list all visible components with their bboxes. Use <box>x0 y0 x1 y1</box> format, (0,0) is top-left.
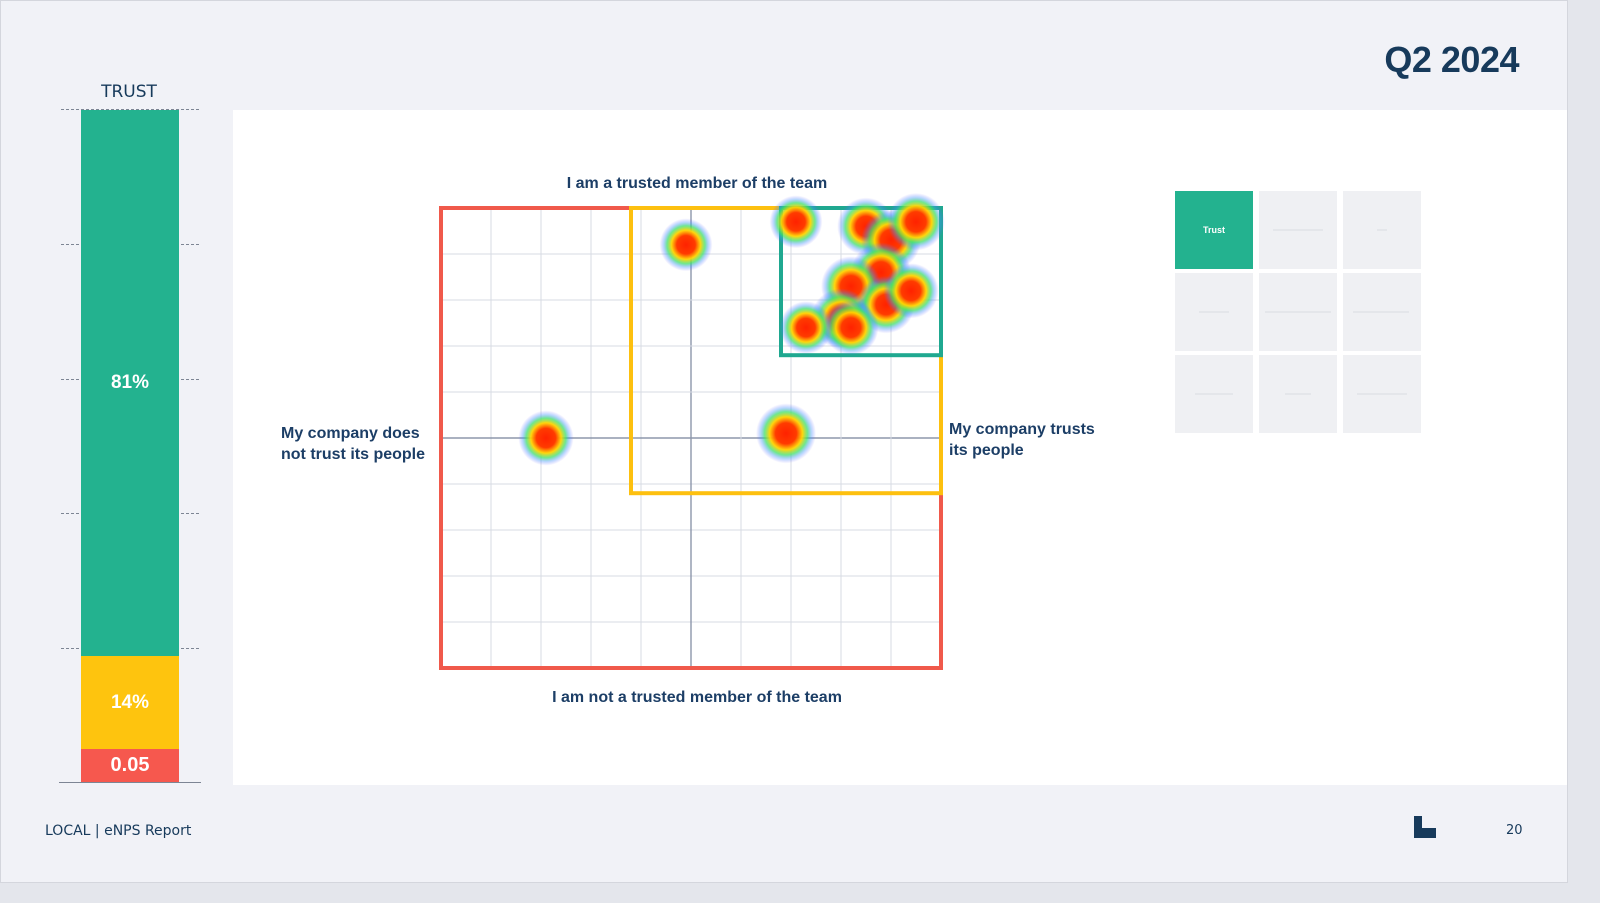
matrix-cell[interactable] <box>1175 273 1253 351</box>
footer-report-name: LOCAL | eNPS Report <box>45 823 192 839</box>
matrix-cell[interactable] <box>1259 273 1337 351</box>
cell-placeholder <box>1377 229 1387 231</box>
matrix-cell[interactable] <box>1259 355 1337 433</box>
matrix-cell-trust[interactable]: Trust <box>1175 191 1253 269</box>
trust-bar-label: TRUST <box>101 82 157 102</box>
slide: Q2 2024 TRUST 81% 14% 0.05 I a <box>0 0 1568 883</box>
heat-point <box>769 195 823 249</box>
axis-label-right: its people <box>949 442 1024 459</box>
trust-heatmap: I am a trusted member of the team I am n… <box>281 175 1095 706</box>
heat-point <box>756 403 816 464</box>
cell-placeholder <box>1199 311 1229 313</box>
cell-placeholder <box>1195 393 1233 395</box>
axis-label-top: I am a trusted member of the team <box>567 175 828 192</box>
trust-segment-negative: 0.05 <box>81 749 179 782</box>
cell-placeholder <box>1357 393 1407 395</box>
heat-point <box>659 218 713 272</box>
heat-point <box>823 300 879 356</box>
trust-segment-neutral: 14% <box>81 656 179 749</box>
axis-label-left: My company does <box>281 425 420 442</box>
heat-point <box>779 301 833 354</box>
brand-logo-icon <box>1414 816 1436 838</box>
axis-label-left: not trust its people <box>281 446 425 463</box>
heat-point <box>887 193 945 251</box>
heat-point <box>518 410 574 466</box>
heat-points <box>518 193 945 466</box>
bar-gridline <box>61 109 199 110</box>
matrix-cell[interactable] <box>1343 355 1421 433</box>
page-number: 20 <box>1506 823 1523 838</box>
axis-labels: I am a trusted member of the team I am n… <box>281 175 1095 706</box>
axis-label-right: My company trusts <box>949 421 1095 438</box>
cell-placeholder <box>1273 229 1323 231</box>
dimension-matrix: Trust <box>1175 191 1423 433</box>
cell-placeholder <box>1285 393 1311 395</box>
cell-placeholder <box>1265 311 1331 313</box>
matrix-cell[interactable] <box>1343 273 1421 351</box>
matrix-cell[interactable] <box>1259 191 1337 269</box>
heat-point <box>883 263 939 319</box>
matrix-cell[interactable] <box>1175 355 1253 433</box>
matrix-cell[interactable] <box>1343 191 1421 269</box>
period-title: Q2 2024 <box>1384 39 1519 80</box>
trust-segment-positive: 81% <box>81 110 179 656</box>
axis-label-bottom: I am not a trusted member of the team <box>552 689 842 706</box>
bar-baseline <box>59 782 201 783</box>
cell-placeholder <box>1353 311 1409 313</box>
